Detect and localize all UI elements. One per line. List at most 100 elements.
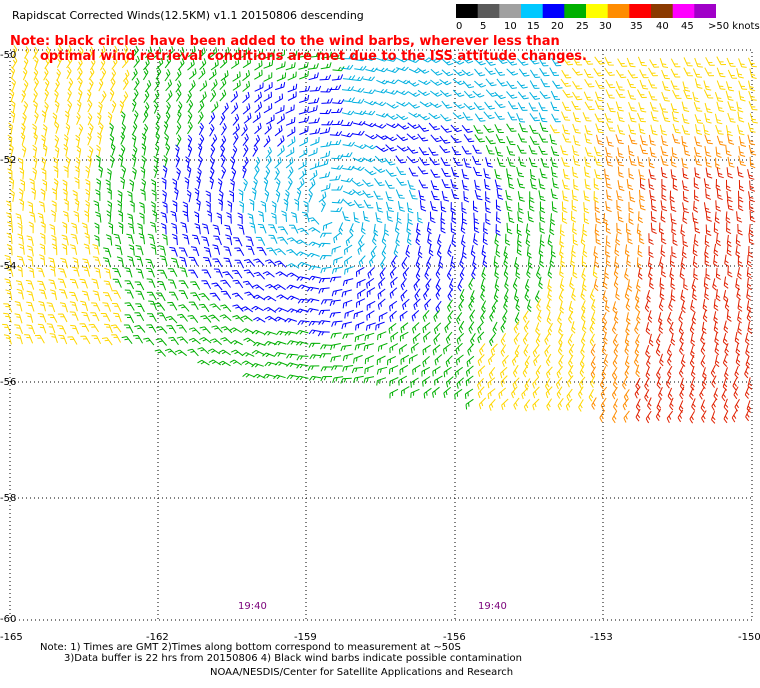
wind-barb (738, 190, 744, 203)
wind-barb (169, 246, 178, 257)
wind-barb (210, 101, 219, 113)
wind-barb (188, 68, 197, 80)
wind-barb (221, 166, 227, 179)
wind-barb (150, 179, 156, 192)
wind-barb (25, 279, 35, 290)
wind-barb (705, 224, 712, 236)
wind-barb (596, 134, 604, 146)
wind-barb (526, 246, 532, 259)
wind-barb (638, 169, 646, 181)
wind-barb (714, 354, 720, 368)
wind-barb (689, 411, 695, 424)
wind-barb (702, 299, 708, 312)
wind-barb (604, 266, 610, 280)
wind-barb (583, 190, 591, 202)
wind-barb (494, 179, 503, 190)
wind-barb (131, 154, 137, 167)
wind-barb (748, 224, 754, 237)
wind-barb (560, 255, 566, 268)
wind-barb (177, 313, 188, 322)
wind-barb (524, 288, 530, 302)
wind-barb (428, 243, 434, 257)
wind-barb (650, 211, 657, 223)
wind-barb (321, 51, 332, 59)
wind-barb (124, 314, 135, 324)
wind-barb (625, 322, 630, 336)
wind-barb (528, 157, 538, 168)
wind-barb (349, 223, 354, 236)
wind-barb (458, 298, 465, 312)
wind-barb (446, 376, 454, 388)
wind-barb (445, 331, 453, 344)
wind-barb (134, 312, 145, 322)
wind-barb (636, 257, 643, 270)
wind-barb (111, 100, 117, 114)
wind-barb (439, 79, 452, 86)
wind-barb (681, 125, 690, 135)
wind-barb (681, 157, 689, 169)
wind-barb (210, 144, 216, 158)
wind-barb (88, 46, 95, 59)
wind-barb (713, 387, 719, 401)
wind-barb (95, 211, 102, 223)
wind-barb (124, 302, 135, 311)
wind-barb (253, 48, 264, 58)
wind-barb (488, 366, 496, 380)
wind-barb (150, 243, 157, 255)
wind-barb (550, 213, 556, 226)
wind-barb (342, 278, 354, 286)
wind-barb (33, 77, 39, 91)
wind-barb (242, 165, 247, 179)
wind-barb (274, 307, 288, 312)
wind-barb (263, 306, 277, 313)
wind-barb (562, 89, 573, 98)
wind-barb (220, 337, 232, 345)
wind-barb (386, 68, 400, 73)
wind-barb (188, 256, 199, 266)
wind-barb (505, 200, 513, 212)
wind-barb (694, 114, 704, 124)
wind-barb (670, 156, 677, 168)
wind-barb (356, 278, 366, 289)
wind-barb (247, 213, 254, 225)
wind-barb (538, 276, 543, 290)
wind-barb (544, 378, 551, 391)
wind-barb (319, 353, 332, 359)
wind-barb (318, 309, 331, 316)
wind-barb (231, 47, 240, 58)
wind-barb (461, 69, 474, 77)
wind-barb (716, 80, 726, 90)
wind-barb (722, 354, 728, 367)
wind-barb (37, 313, 47, 323)
wind-barb (572, 123, 581, 134)
wind-barb (738, 80, 748, 90)
wind-barb (166, 325, 177, 334)
wind-barb (63, 144, 69, 157)
wind-barb (649, 59, 660, 68)
wind-barb (42, 124, 48, 137)
wind-barb (660, 145, 669, 157)
wind-barb (330, 332, 342, 339)
wind-barb (375, 113, 389, 118)
wind-barb (164, 133, 169, 146)
wind-barb (198, 293, 210, 301)
wind-barb (558, 323, 563, 336)
wind-barb (463, 90, 476, 99)
wind-barb (353, 144, 367, 150)
wind-barb (303, 200, 309, 213)
wind-barb (507, 111, 518, 121)
wind-barb (299, 70, 309, 80)
wind-barb (67, 77, 74, 91)
wind-barb (186, 189, 192, 203)
wind-barb (198, 67, 206, 80)
wind-barb (402, 267, 410, 280)
wind-barb (546, 398, 553, 411)
wind-barb (26, 301, 35, 312)
wind-barb (352, 189, 365, 196)
wind-barb (97, 132, 102, 145)
wind-barb (177, 58, 185, 71)
wind-barb (298, 115, 310, 124)
wind-barb (648, 169, 657, 180)
wind-barb (201, 223, 210, 235)
wind-barb (703, 89, 714, 99)
